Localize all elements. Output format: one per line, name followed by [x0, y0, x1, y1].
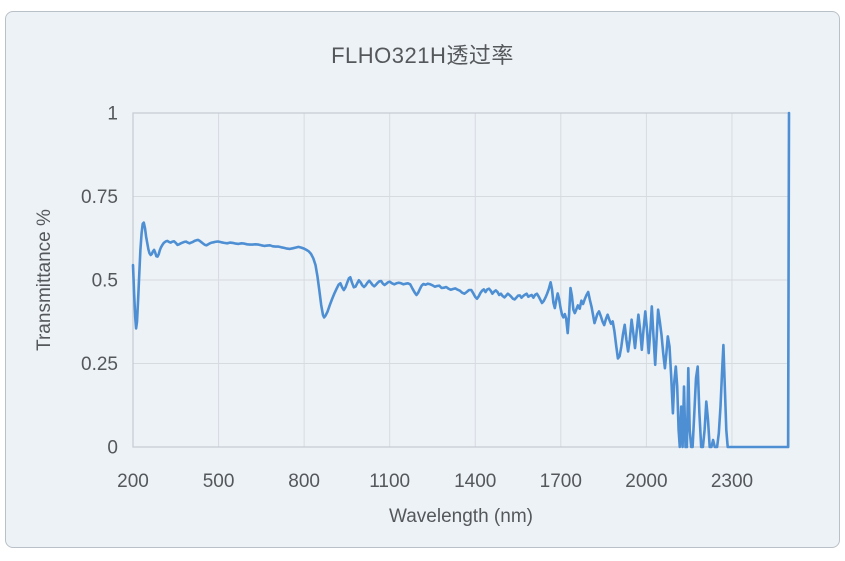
y-tick-label: 0: [107, 438, 118, 459]
y-tick-label: 0.75: [81, 187, 118, 208]
y-tick-label: 0.25: [81, 354, 118, 375]
x-tick-label: 1400: [454, 471, 496, 492]
x-tick-label: 2300: [711, 471, 753, 492]
y-tick-label: 1: [107, 104, 118, 125]
x-tick-label: 1700: [540, 471, 582, 492]
transmittance-line: [131, 111, 791, 449]
x-axis-title: Wavelength (nm): [389, 506, 533, 527]
x-tick-label: 500: [203, 471, 235, 492]
y-tick-label: 0.5: [92, 271, 118, 292]
x-tick-label: 200: [117, 471, 149, 492]
x-tick-label: 1100: [369, 471, 410, 492]
chart-title: FLHO321H透过率: [331, 43, 514, 68]
x-tick-label: 2000: [625, 471, 667, 492]
x-tick-label: 800: [288, 471, 320, 492]
